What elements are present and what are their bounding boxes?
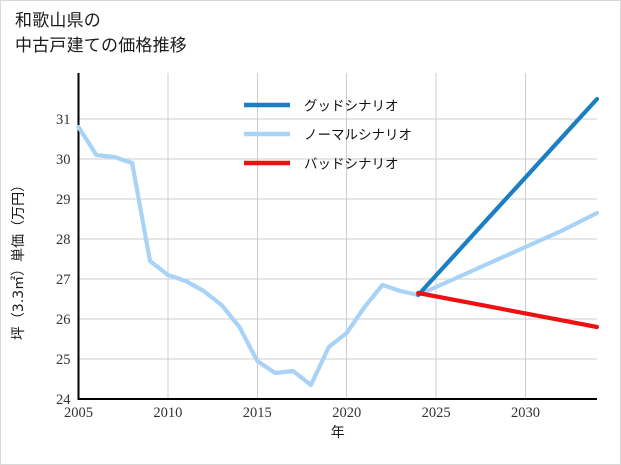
legend-label-good: グッドシナリオ — [304, 99, 399, 115]
gridlines-group — [78, 73, 597, 399]
chart-title: 和歌山県の 中古戸建ての価格推移 — [15, 11, 187, 56]
y-axis-title: 坪（3.3㎡）単価（万円） — [11, 178, 27, 340]
series-line-ノーマルシナリオ — [76, 124, 600, 388]
x-tick-label: 2030 — [511, 405, 540, 421]
series-group — [76, 96, 600, 388]
y-tick-label: 25 — [56, 352, 71, 368]
x-axis-title: 年 — [331, 425, 345, 441]
x-tick-label: 2015 — [243, 405, 272, 421]
y-tick-label: 30 — [56, 152, 71, 168]
y-tick-label: 24 — [56, 392, 71, 408]
y-tick-label: 26 — [56, 312, 71, 328]
y-tick-label: 27 — [56, 272, 71, 288]
x-tick-label: 2010 — [153, 405, 182, 421]
y-tick-labels: 24 25 26 27 28 29 30 31 — [56, 112, 71, 408]
legend-label-normal: ノーマルシナリオ — [304, 128, 412, 144]
axes-group — [77, 73, 597, 401]
x-tick-labels: 2005 2010 2015 2020 2025 2030 — [64, 405, 540, 421]
x-tick-label: 2025 — [422, 405, 451, 421]
y-tick-label: 28 — [56, 232, 71, 248]
x-tick-label: 2020 — [332, 405, 361, 421]
x-tick-label: 2005 — [64, 405, 93, 421]
y-tick-label: 29 — [56, 192, 71, 208]
series-line-グッドシナリオ — [416, 96, 600, 298]
y-tick-label: 31 — [56, 112, 71, 128]
legend-label-bad: バッドシナリオ — [304, 157, 399, 173]
series-line-バッドシナリオ — [416, 290, 600, 330]
